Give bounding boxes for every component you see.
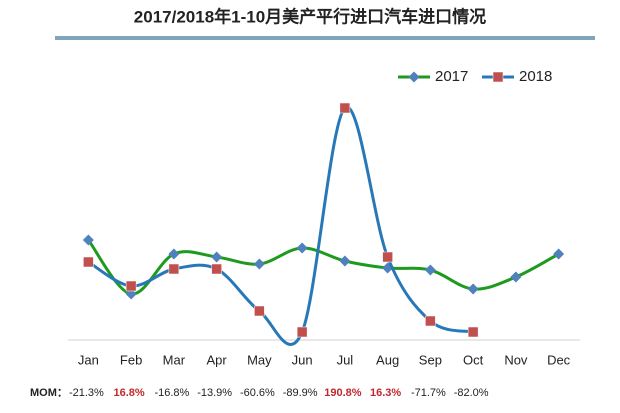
x-tick-label: Sep: [419, 352, 442, 367]
legend-label: 2018: [519, 68, 552, 85]
legend-marker: [408, 71, 420, 83]
mom-label: MOM：: [30, 387, 68, 399]
data-point: [296, 242, 308, 254]
x-tick-label: Mar: [163, 352, 186, 367]
data-point: [553, 248, 565, 260]
x-tick-label: Jul: [337, 352, 354, 367]
data-point: [253, 258, 265, 270]
x-tick-label: Aug: [376, 352, 399, 367]
x-tick-label: Feb: [120, 352, 142, 367]
x-tick-label: Apr: [207, 352, 228, 367]
data-point: [424, 264, 436, 276]
mom-value: -82.0%: [454, 387, 489, 399]
data-point: [467, 283, 479, 295]
x-tick-label: Jun: [292, 352, 313, 367]
data-point: [339, 102, 351, 114]
title-underline: [55, 36, 595, 40]
mom-value: 190.8%: [324, 387, 362, 399]
x-tick-label: May: [247, 352, 272, 367]
chart-title: 2017/2018年1-10月美产平行进口汽车进口情况: [134, 6, 486, 26]
mom-value: -13.9%: [197, 387, 232, 399]
series-line: [87, 239, 560, 296]
data-point: [82, 234, 94, 246]
data-point: [125, 280, 137, 292]
data-point: [510, 271, 522, 283]
mom-value: 16.3%: [370, 387, 401, 399]
x-tick-label: Dec: [547, 352, 571, 367]
mom-value: -71.7%: [411, 387, 446, 399]
data-point: [382, 251, 393, 263]
mom-value: 16.8%: [114, 387, 145, 399]
data-point: [339, 255, 351, 267]
data-point: [211, 263, 222, 275]
data-point: [168, 263, 180, 275]
mom-value: -60.6%: [240, 387, 275, 399]
series-line: [87, 105, 474, 346]
data-point: [168, 248, 180, 260]
data-point: [425, 315, 436, 327]
x-tick-label: Nov: [504, 352, 528, 367]
data-point: [83, 256, 94, 268]
data-point: [254, 305, 265, 317]
legend-marker: [492, 71, 504, 83]
legend-label: 2017: [435, 68, 468, 85]
mom-value: -21.3%: [69, 387, 104, 399]
mom-value: -89.9%: [283, 387, 318, 399]
x-tick-label: Jan: [78, 352, 99, 367]
data-point: [467, 326, 479, 338]
mom-value: -16.8%: [154, 387, 189, 399]
x-tick-label: Oct: [463, 352, 484, 367]
data-point: [211, 251, 223, 263]
data-point: [296, 326, 308, 338]
